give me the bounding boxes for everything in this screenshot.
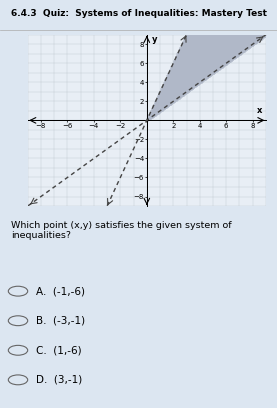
Text: B.  (-3,-1): B. (-3,-1) [36,316,85,326]
Text: A.  (-1,-6): A. (-1,-6) [36,286,85,296]
Text: x: x [257,106,262,115]
Text: 6.4.3  Quiz:  Systems of Inequalities: Mastery Test: 6.4.3 Quiz: Systems of Inequalities: Mas… [11,9,267,18]
Text: D.  (3,-1): D. (3,-1) [36,375,82,385]
Text: y: y [152,35,158,44]
Text: C.  (1,-6): C. (1,-6) [36,345,82,355]
Text: Which point (x,y) satisfies the given system of inequalities?: Which point (x,y) satisfies the given sy… [11,221,232,240]
